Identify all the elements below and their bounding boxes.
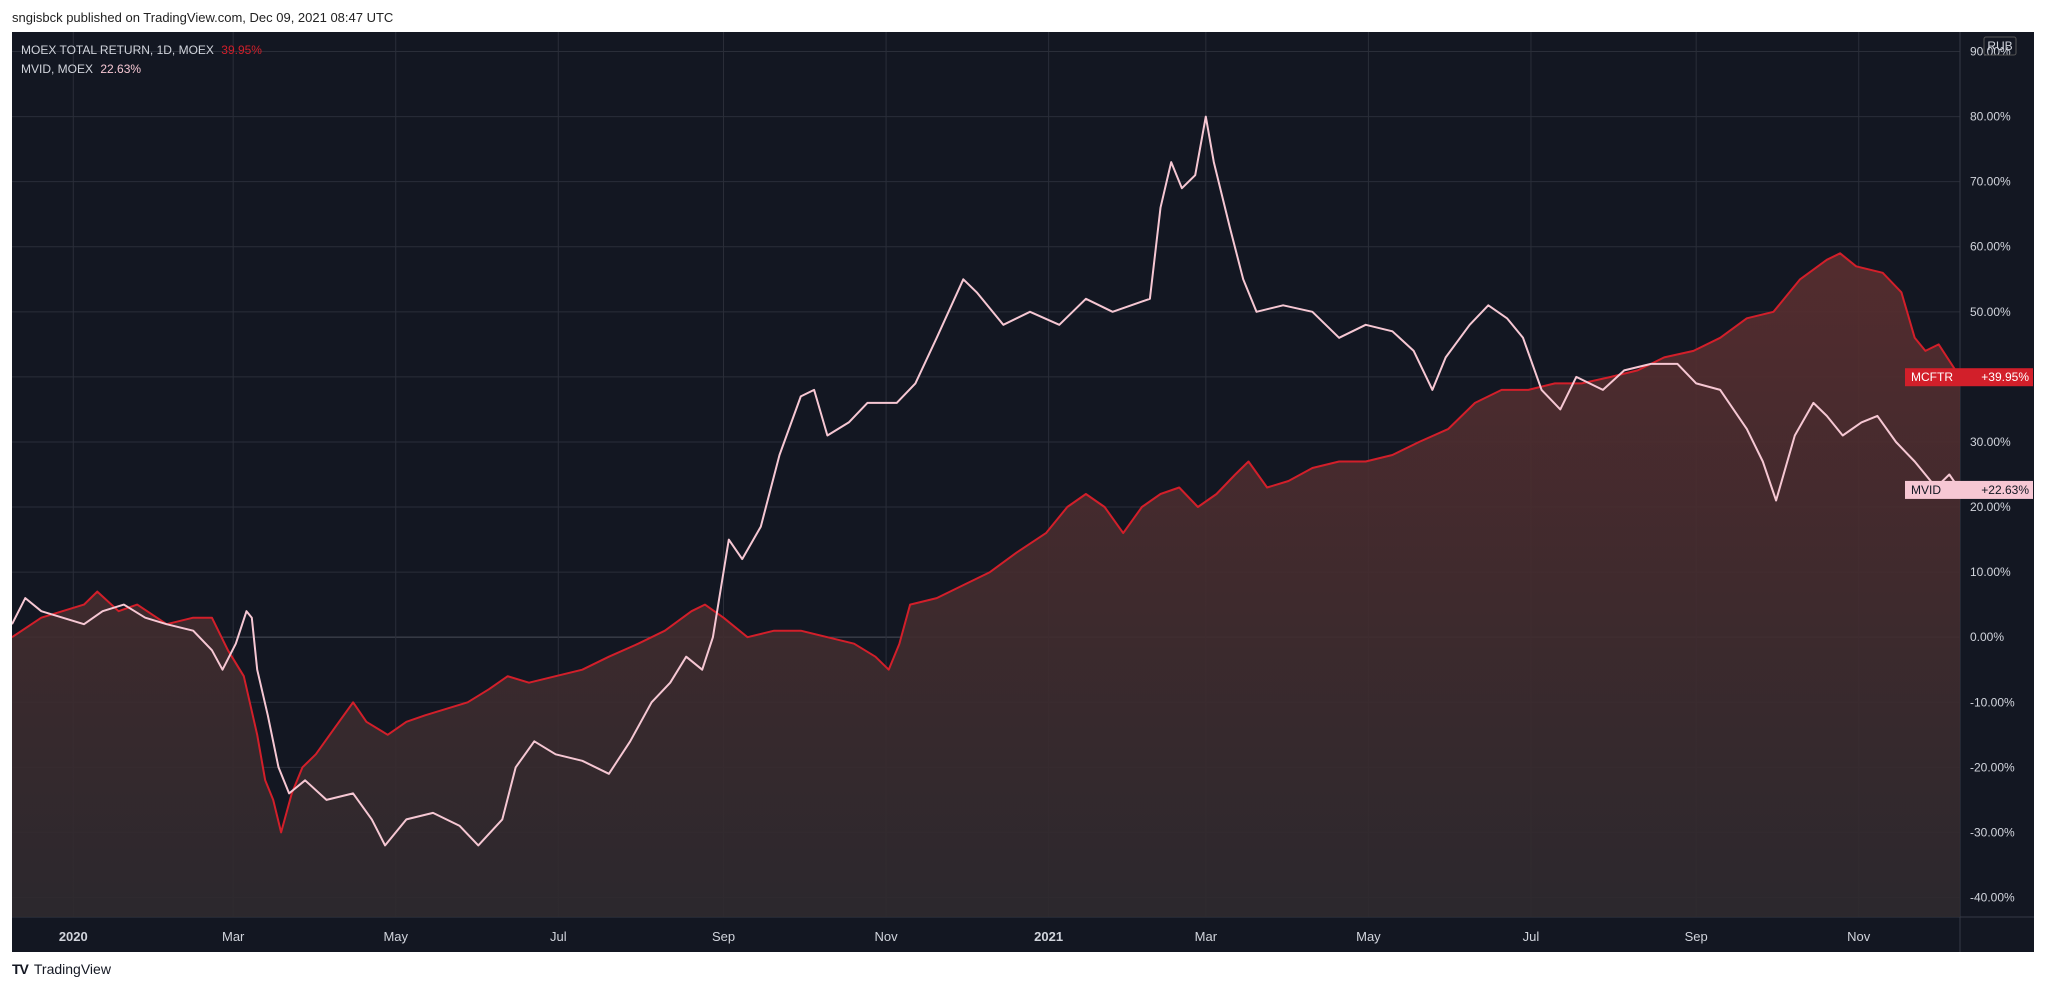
legend-row-mcftr[interactable]: MOEX TOTAL RETURN, 1D, MOEX 39.95%: [21, 41, 262, 60]
x-tick-label: May: [1356, 929, 1381, 944]
tradingview-logo-icon: TV: [12, 961, 29, 977]
legend: MOEX TOTAL RETURN, 1D, MOEX 39.95% MVID,…: [21, 41, 262, 79]
x-tick-label: May: [383, 929, 408, 944]
currency-label-box: [1983, 36, 2017, 56]
legend-series2-name: MVID, MOEX: [21, 62, 94, 76]
chart-panel[interactable]: 90.00%80.00%70.00%60.00%50.00%40.00%30.0…: [12, 32, 2034, 952]
y-tick-label: 10.00%: [1970, 565, 2011, 579]
mcftr-tag-value: +39.95%: [1981, 370, 2029, 384]
y-tick-label: -30.00%: [1970, 825, 2015, 839]
mcftr-tag-name: MCFTR: [1911, 370, 1953, 384]
x-tick-label: Sep: [712, 929, 735, 944]
y-tick-label: 20.00%: [1970, 500, 2011, 514]
legend-series2-value: 22.63%: [100, 62, 142, 76]
y-tick-label: 70.00%: [1970, 175, 2011, 189]
mvid-price-tag: [1905, 480, 2033, 499]
x-tick-label: Sep: [1685, 929, 1708, 944]
legend-row-mvid[interactable]: MVID, MOEX 22.63%: [21, 60, 262, 79]
x-tick-label: Jul: [550, 929, 567, 944]
y-tick-label: 50.00%: [1970, 305, 2011, 319]
chart-svg[interactable]: 90.00%80.00%70.00%60.00%50.00%40.00%30.0…: [12, 32, 2034, 952]
y-tick-label: 30.00%: [1970, 435, 2011, 449]
legend-series1-value: 39.95%: [221, 43, 262, 57]
y-tick-label: 60.00%: [1970, 240, 2011, 254]
publish-caption: sngisbck published on TradingView.com, D…: [12, 10, 394, 25]
x-tick-label: Nov: [875, 929, 899, 944]
y-tick-label: -40.00%: [1970, 890, 2015, 904]
x-tick-label: Mar: [222, 929, 245, 944]
x-tick-label: Mar: [1195, 929, 1218, 944]
x-tick-label: 2021: [1034, 929, 1063, 944]
footer-branding: TV TradingView: [12, 961, 111, 977]
x-tick-label: 2020: [59, 929, 88, 944]
mcftr-area: [12, 253, 1960, 918]
mvid-tag-name: MVID: [1911, 483, 1941, 497]
mvid-tag-value: +22.63%: [1981, 483, 2029, 497]
footer-brand-text: TradingView: [33, 961, 111, 977]
y-tick-label: -10.00%: [1970, 695, 2015, 709]
currency-label: RUB: [1987, 39, 2012, 53]
x-tick-label: Jul: [1523, 929, 1540, 944]
legend-series1-name: MOEX TOTAL RETURN, 1D, MOEX: [21, 43, 214, 57]
x-tick-label: Nov: [1847, 929, 1871, 944]
y-tick-label: 80.00%: [1970, 110, 2011, 124]
y-tick-label: 0.00%: [1970, 630, 2004, 644]
mcftr-price-tag: [1905, 368, 2033, 387]
mvid-line: [12, 115, 1961, 847]
y-tick-label: -20.00%: [1970, 760, 2015, 774]
